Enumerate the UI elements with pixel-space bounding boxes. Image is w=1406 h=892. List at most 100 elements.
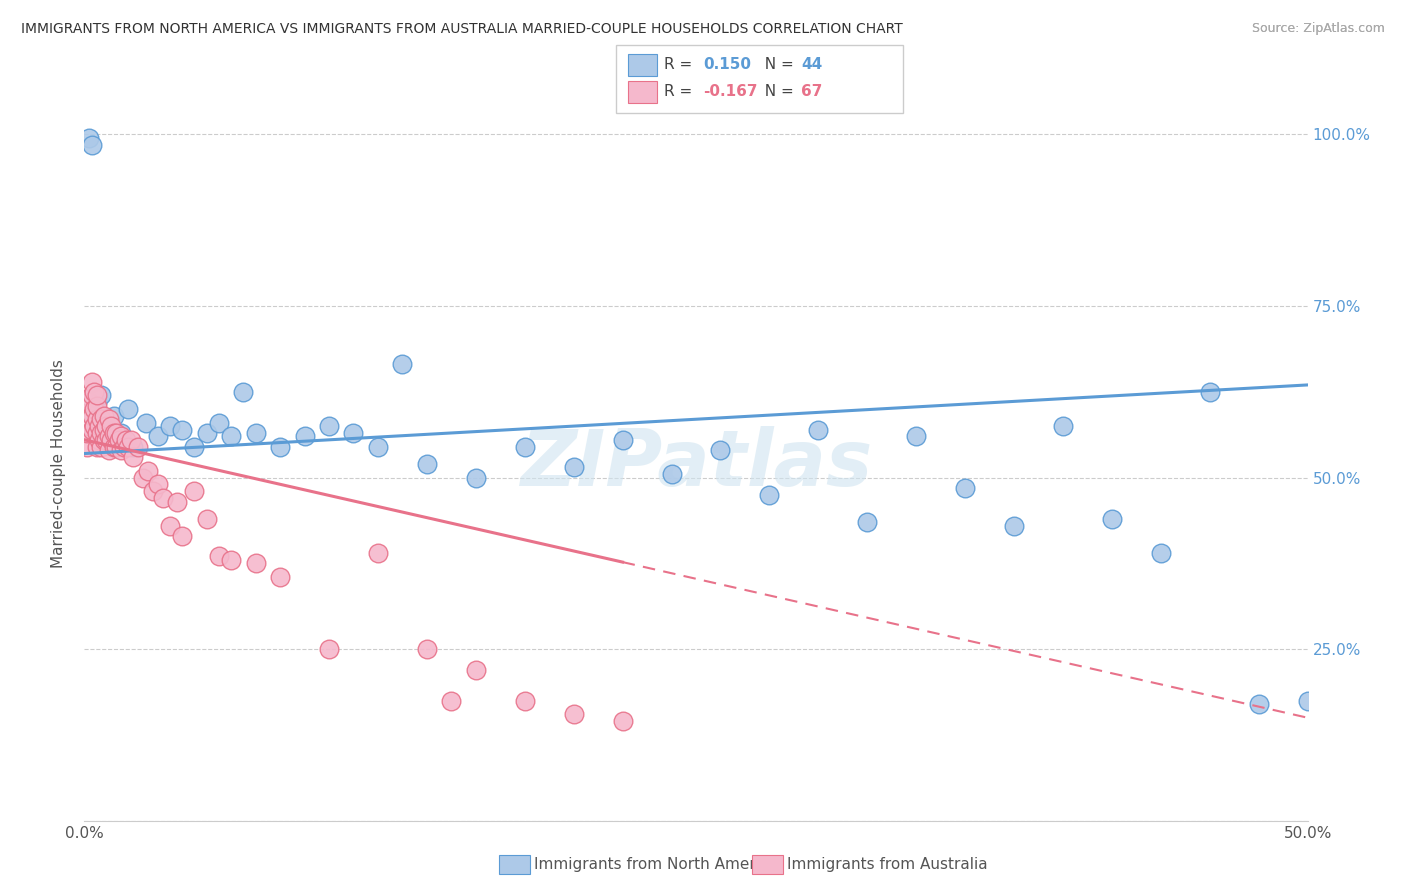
Point [709, 443, 731, 458]
Point [1002, 518, 1025, 533]
Point [117, 401, 139, 416]
Point [219, 553, 242, 567]
Point [1198, 384, 1220, 399]
Point [440, 693, 463, 707]
Point [269, 440, 291, 454]
Point [367, 440, 389, 454]
Point [172, 529, 194, 543]
Point [953, 481, 976, 495]
Point [77, 419, 100, 434]
Point [294, 429, 316, 443]
Point [93, 409, 115, 423]
Point [76, 440, 98, 454]
Text: Source: ZipAtlas.com: Source: ZipAtlas.com [1251, 22, 1385, 36]
Point [464, 470, 486, 484]
Point [86, 440, 108, 454]
Text: IMMIGRANTS FROM NORTH AMERICA VS IMMIGRANTS FROM AUSTRALIA MARRIED-COUPLE HOUSEH: IMMIGRANTS FROM NORTH AMERICA VS IMMIGRA… [21, 22, 903, 37]
Point [136, 464, 159, 478]
Point [122, 450, 145, 464]
Point [612, 714, 634, 728]
Text: 44: 44 [801, 57, 823, 71]
Point [183, 484, 205, 499]
Point [107, 433, 129, 447]
Point [110, 425, 132, 440]
Point [172, 423, 194, 437]
Point [76, 425, 98, 440]
Point [127, 440, 149, 454]
Point [232, 384, 254, 399]
Point [146, 429, 169, 443]
Point [183, 440, 205, 454]
Point [77, 395, 100, 409]
Point [90, 388, 112, 402]
Text: Immigrants from Australia: Immigrants from Australia [787, 857, 988, 871]
Point [87, 433, 110, 447]
Point [245, 425, 267, 440]
Point [416, 642, 439, 657]
Point [146, 477, 169, 491]
Point [86, 399, 108, 413]
Point [77, 131, 100, 145]
Point [120, 433, 142, 447]
Point [86, 425, 108, 440]
Text: 0.150: 0.150 [703, 57, 751, 71]
Point [80, 375, 103, 389]
Text: N =: N = [755, 57, 799, 71]
Point [135, 416, 157, 430]
Point [97, 433, 120, 447]
Point [110, 429, 132, 443]
Point [562, 707, 585, 722]
Point [90, 425, 112, 440]
Point [195, 425, 218, 440]
Point [100, 419, 122, 434]
Point [103, 440, 125, 454]
Point [1101, 512, 1123, 526]
Y-axis label: Married-couple Households: Married-couple Households [51, 359, 66, 568]
Point [661, 467, 683, 482]
Point [195, 512, 218, 526]
Point [90, 440, 112, 454]
Point [1247, 697, 1270, 711]
Point [219, 429, 242, 443]
Point [103, 409, 125, 423]
Point [318, 419, 340, 434]
Point [110, 443, 132, 458]
Point [115, 433, 138, 447]
Point [464, 663, 486, 677]
Point [208, 549, 231, 564]
Point [159, 518, 181, 533]
Point [758, 488, 780, 502]
Text: Source: ZipAtlas.com: Source: ZipAtlas.com [1251, 22, 1385, 36]
Point [208, 416, 231, 430]
Point [856, 515, 879, 529]
Point [97, 443, 120, 458]
Point [318, 642, 340, 657]
Point [122, 440, 145, 454]
Text: ZIPatlas: ZIPatlas [520, 425, 872, 502]
Point [142, 484, 165, 499]
Point [416, 457, 439, 471]
Point [86, 388, 108, 402]
Point [103, 425, 125, 440]
Point [1052, 419, 1074, 434]
Point [83, 419, 105, 434]
Point [93, 433, 115, 447]
Point [97, 412, 120, 426]
Point [112, 440, 135, 454]
Point [83, 384, 105, 399]
Point [117, 440, 139, 454]
Point [93, 423, 115, 437]
Point [80, 137, 103, 152]
Point [342, 425, 364, 440]
Point [105, 425, 128, 440]
Point [269, 570, 291, 584]
Point [905, 429, 928, 443]
Point [96, 433, 118, 447]
Point [97, 429, 120, 443]
Point [80, 423, 103, 437]
Text: Immigrants from North America: Immigrants from North America [534, 857, 778, 871]
Point [562, 460, 585, 475]
Point [1150, 546, 1173, 560]
Point [80, 388, 103, 402]
Text: 67: 67 [801, 85, 823, 99]
